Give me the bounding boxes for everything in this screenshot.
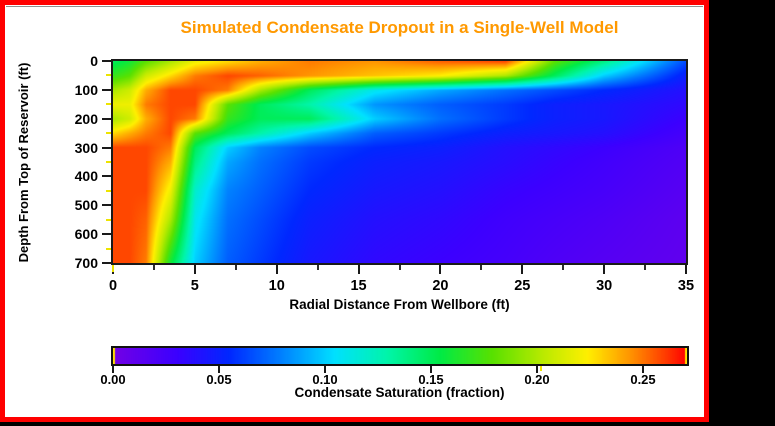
y-tick-label: 500 xyxy=(74,197,98,214)
x-axis-title: Radial Distance From Wellbore (ft) xyxy=(289,297,510,312)
x-major-tick xyxy=(439,265,442,274)
y-major-tick xyxy=(102,204,111,207)
x-minor-tick xyxy=(316,265,319,270)
page-top-shadow-line xyxy=(6,6,703,7)
x-minor-tick xyxy=(644,265,647,270)
y-minor-tick xyxy=(106,247,111,250)
x-minor-tick xyxy=(152,265,155,270)
colorbar-tick xyxy=(112,366,114,373)
y-tick-label: 600 xyxy=(74,226,98,243)
colorbar-tick-label: 0.05 xyxy=(206,372,232,387)
x-major-tick xyxy=(193,265,196,274)
y-minor-tick xyxy=(106,132,111,135)
y-minor-tick xyxy=(106,103,111,106)
heatmap-canvas xyxy=(113,61,686,263)
colorbar-tick-label: 0.20 xyxy=(524,372,550,387)
colorbar-minor-tick xyxy=(540,366,542,371)
x-origin-minor-tick xyxy=(112,265,114,272)
colorbar-tick-label: 0.25 xyxy=(630,372,656,387)
plot-area-frame xyxy=(111,59,688,265)
x-tick-label: 10 xyxy=(268,278,285,294)
x-tick-label: 15 xyxy=(350,278,367,294)
colorbar-tick-label: 0.15 xyxy=(418,372,444,387)
x-minor-tick xyxy=(234,265,237,270)
y-tick-label: 300 xyxy=(74,139,98,156)
x-major-tick xyxy=(521,265,524,274)
y-minor-tick xyxy=(106,218,111,221)
y-major-tick xyxy=(102,146,111,149)
colorbar-tick-label: 0.10 xyxy=(312,372,338,387)
colorbar-tick xyxy=(642,366,644,373)
y-tick-label: 0 xyxy=(90,53,98,69)
y-tick-label: 100 xyxy=(74,81,98,98)
y-minor-tick xyxy=(106,161,111,163)
x-tick-label: 5 xyxy=(190,278,199,294)
y-major-tick xyxy=(102,88,111,91)
chart-title: Simulated Condensate Dropout in a Single… xyxy=(180,18,619,37)
colorbar-frame xyxy=(111,346,689,366)
x-tick-label: 20 xyxy=(432,278,449,294)
x-major-tick xyxy=(685,265,687,274)
plot-page: Simulated Condensate Dropout in a Single… xyxy=(0,0,709,422)
x-major-tick xyxy=(275,265,278,274)
colorbar-title: Condensate Saturation (fraction) xyxy=(294,385,505,400)
x-tick-label: 0 xyxy=(108,278,118,294)
colorbar-tick xyxy=(324,366,326,373)
x-minor-tick xyxy=(562,265,565,270)
colorbar-tick xyxy=(430,366,432,373)
x-minor-tick xyxy=(398,265,401,270)
x-tick-label: 25 xyxy=(514,278,531,294)
y-major-tick xyxy=(102,175,111,178)
y-major-tick xyxy=(102,117,111,120)
y-tick-label: 400 xyxy=(74,168,98,185)
y-axis-title: Depth From Top of Reservoir (ft) xyxy=(16,62,31,263)
y-minor-tick xyxy=(106,189,111,192)
colorbar-tick xyxy=(536,366,538,373)
x-tick-label: 35 xyxy=(677,278,695,294)
x-major-tick xyxy=(603,265,606,274)
x-major-tick xyxy=(357,265,360,274)
colorbar-tick xyxy=(218,366,220,373)
colorbar-gradient-canvas xyxy=(113,348,687,364)
y-minor-tick xyxy=(106,74,111,77)
colorbar-tick-label: 0.00 xyxy=(100,372,126,387)
y-major-tick xyxy=(102,262,111,264)
y-major-tick xyxy=(102,60,111,62)
x-minor-tick xyxy=(480,265,483,270)
y-major-tick xyxy=(102,233,111,236)
y-tick-label: 200 xyxy=(74,110,98,127)
x-tick-label: 30 xyxy=(596,278,613,294)
y-tick-label: 700 xyxy=(74,255,98,271)
